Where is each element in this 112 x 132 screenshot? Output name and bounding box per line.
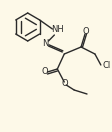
Text: N: N <box>42 39 48 48</box>
Text: NH: NH <box>51 25 63 34</box>
Text: Cl: Cl <box>102 62 110 70</box>
Text: O: O <box>82 27 89 36</box>
Text: O: O <box>41 67 47 77</box>
Text: O: O <box>61 79 68 88</box>
